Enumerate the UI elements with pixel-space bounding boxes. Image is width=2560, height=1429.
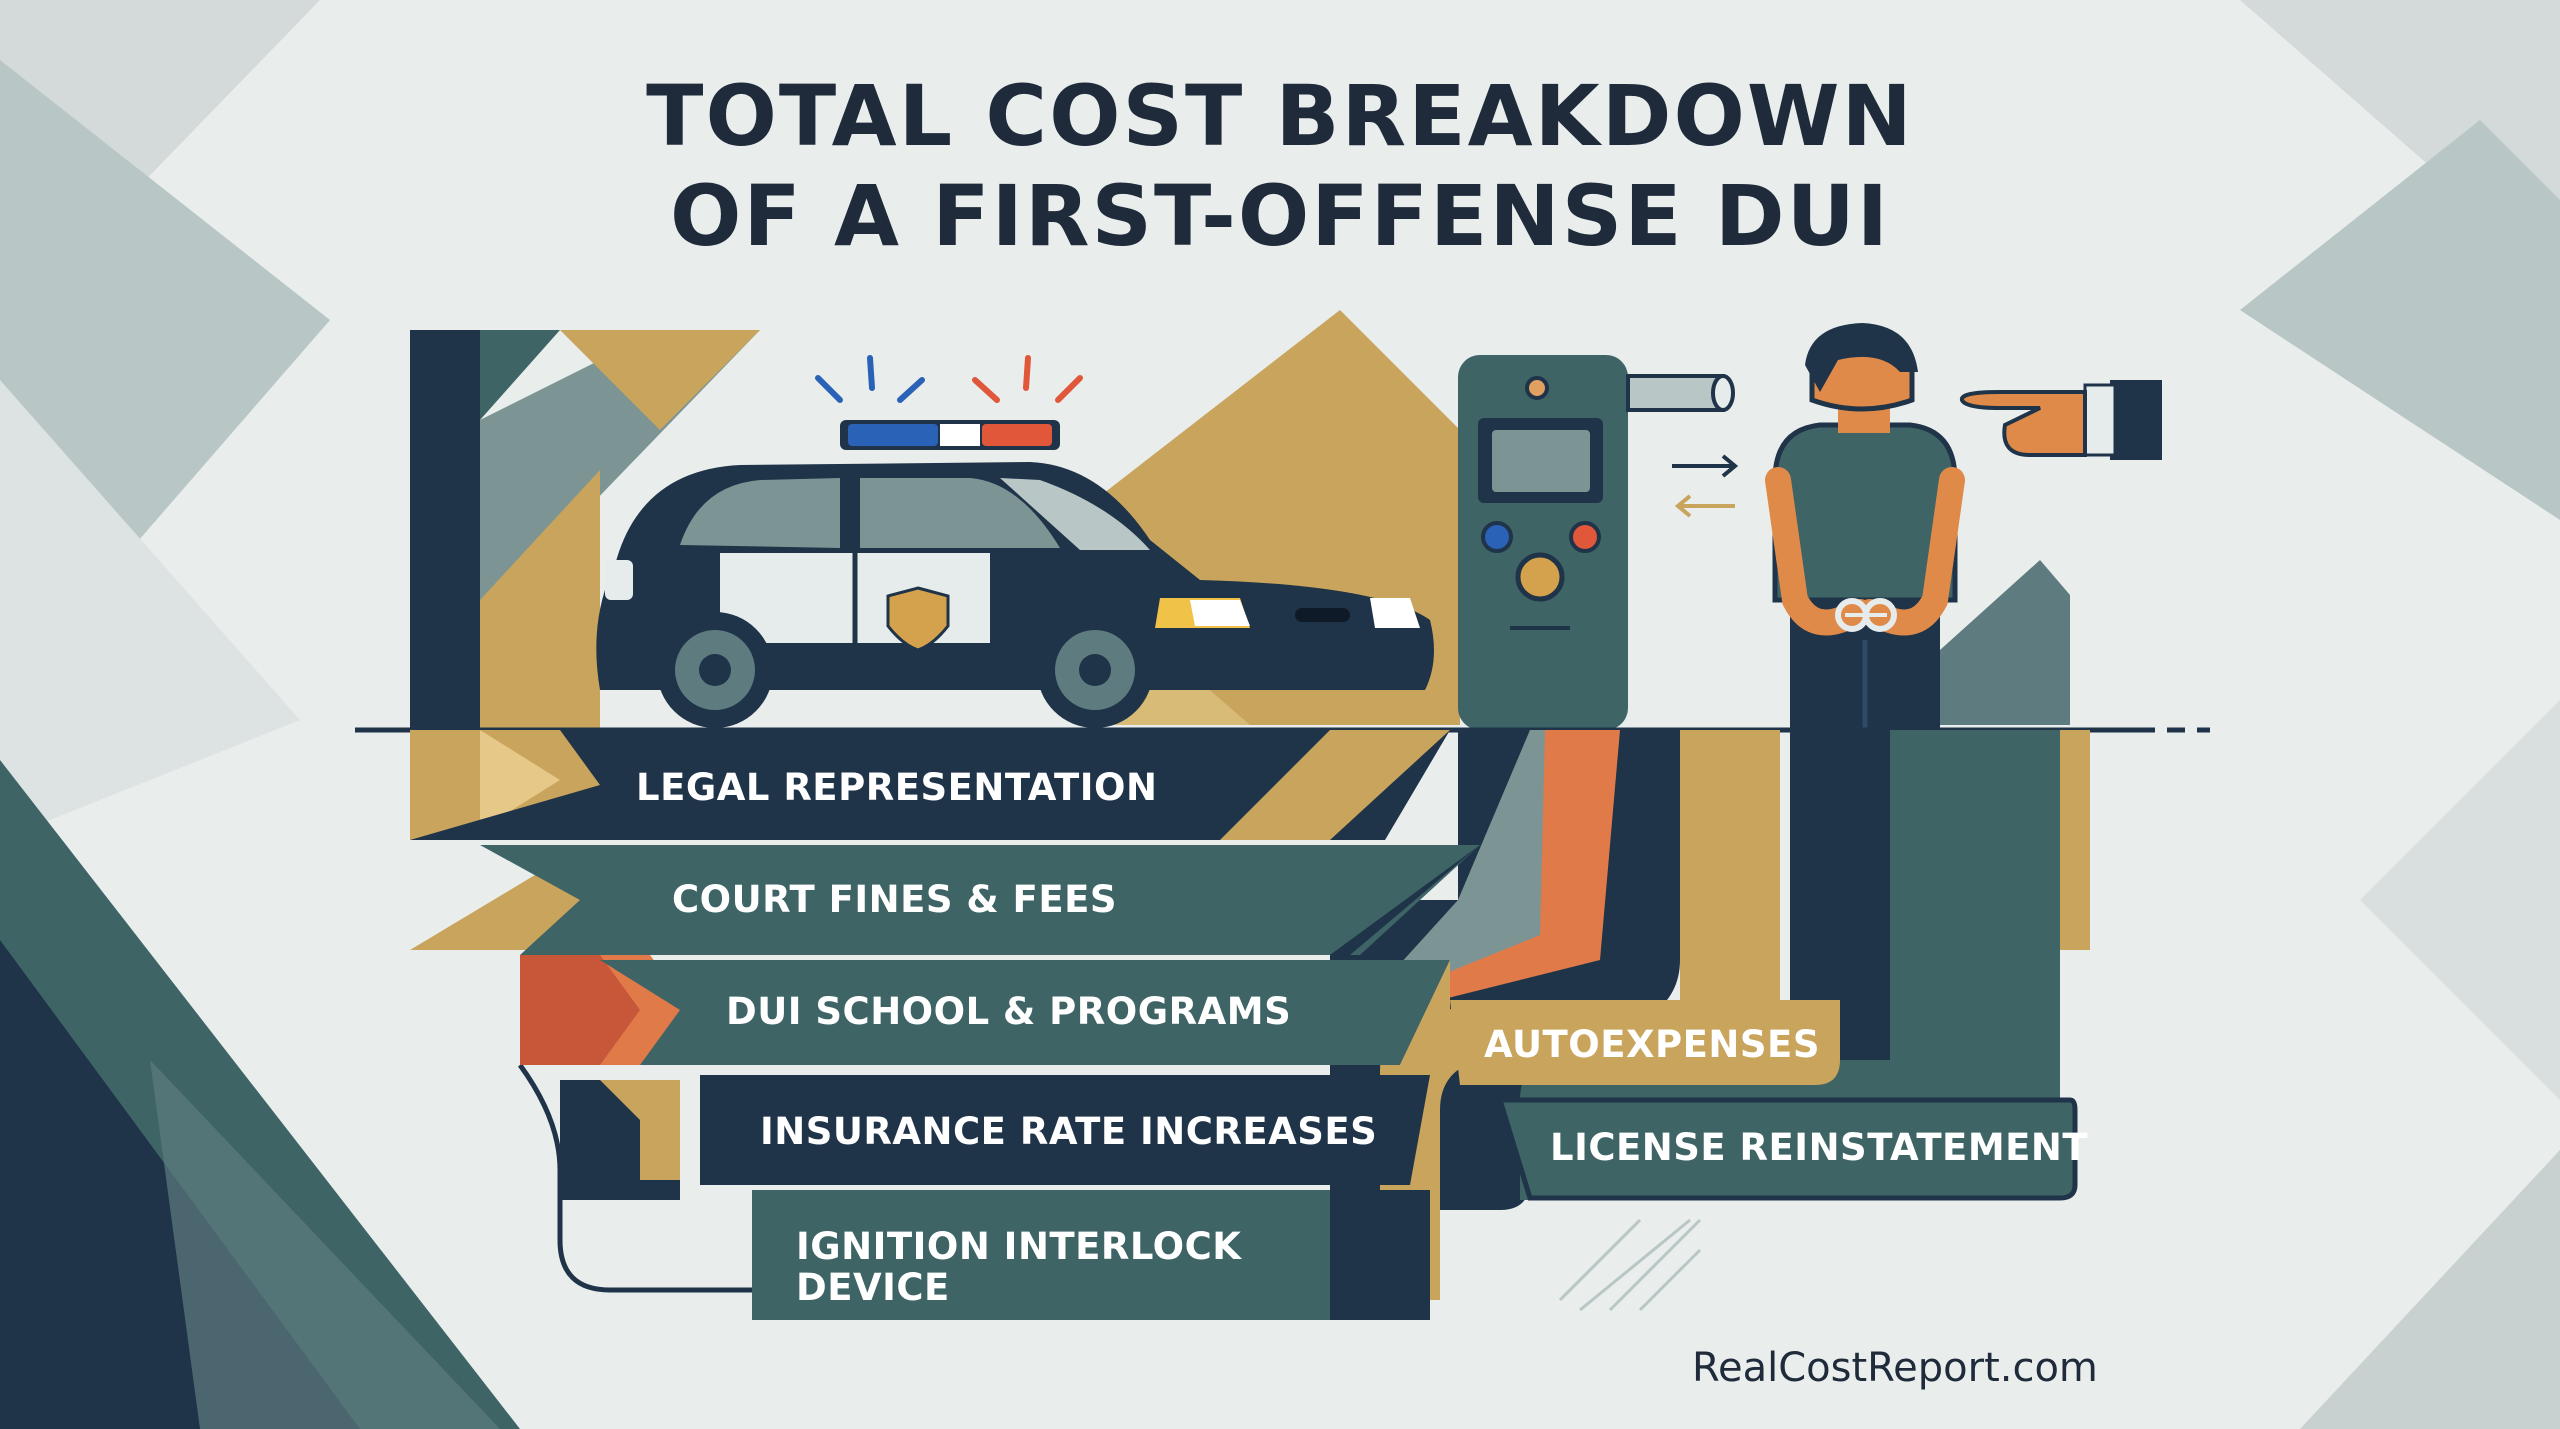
label-ignition-interlock-2: DEVICE [796, 1266, 950, 1309]
cost-banners [410, 730, 1480, 1320]
label-court-fines-fees: COURT FINES & FEES [672, 878, 1118, 921]
cost-flow-ribbons [1330, 730, 2090, 1320]
label-ignition-interlock-1: IGNITION INTERLOCK [796, 1225, 1242, 1268]
handcuffed-person-icon [1765, 323, 1965, 730]
label-insurance-rate-increases: INSURANCE RATE INCREASES [760, 1110, 1378, 1153]
breathalyzer-icon [1458, 355, 1739, 730]
title-line-1: TOTAL COST BREAKDOWN [646, 67, 1914, 165]
label-license-reinstatement: LICENSE REINSTATEMENT [1550, 1126, 2089, 1169]
source-credit: RealCostReport.com [1692, 1345, 2098, 1391]
label-autoexpenses: AUTOEXPENSES [1484, 1023, 1820, 1066]
police-car-icon [596, 355, 1434, 728]
pointing-hand-icon [1960, 380, 2162, 460]
label-dui-school-programs: DUI SCHOOL & PROGRAMS [726, 990, 1292, 1033]
title-line-2: OF A FIRST-OFFENSE DUI [669, 167, 1891, 265]
label-legal-representation: LEGAL REPRESENTATION [636, 766, 1158, 809]
